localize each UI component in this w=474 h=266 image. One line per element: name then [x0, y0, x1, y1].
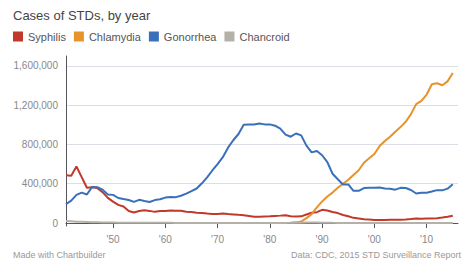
svg-text:Gonorrhea: Gonorrhea: [164, 31, 217, 43]
svg-text:Syphilis: Syphilis: [28, 31, 66, 43]
svg-text:'90: '90: [316, 234, 329, 245]
svg-text:'60: '60: [159, 234, 172, 245]
svg-text:Data: CDC, 2015 STD Surveillan: Data: CDC, 2015 STD Surveillance Report: [291, 250, 462, 260]
svg-text:Chlamydia: Chlamydia: [89, 31, 142, 43]
svg-text:1,200,000: 1,200,000: [14, 100, 59, 111]
svg-text:Chancroid: Chancroid: [239, 31, 289, 43]
svg-text:Made with Chartbuilder: Made with Chartbuilder: [13, 250, 106, 260]
svg-text:'50: '50: [107, 234, 120, 245]
svg-text:1,600,000: 1,600,000: [14, 60, 59, 71]
svg-text:400,000: 400,000: [22, 178, 59, 189]
svg-text:'10: '10: [420, 234, 433, 245]
svg-text:0: 0: [52, 218, 58, 229]
svg-text:'00: '00: [368, 234, 381, 245]
svg-text:'80: '80: [263, 234, 276, 245]
svg-text:800,000: 800,000: [22, 139, 59, 150]
svg-text:'70: '70: [211, 234, 224, 245]
svg-text:Cases of STDs, by year: Cases of STDs, by year: [13, 8, 151, 23]
